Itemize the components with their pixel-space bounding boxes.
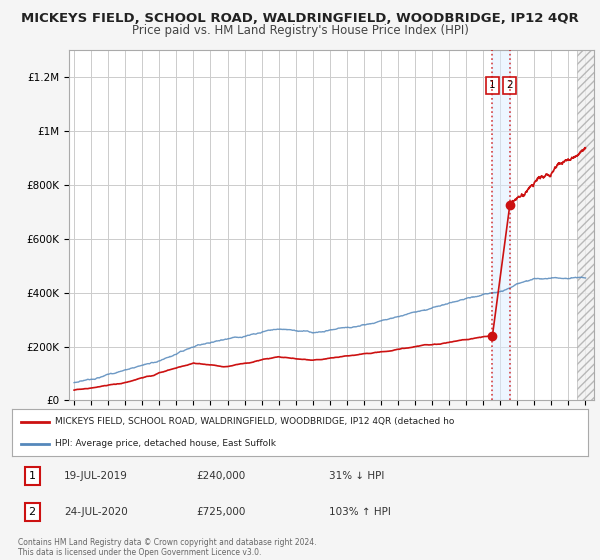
Text: 2: 2 <box>29 507 36 517</box>
Text: £240,000: £240,000 <box>196 471 245 481</box>
Bar <box>493 50 510 400</box>
Text: 2: 2 <box>506 81 513 90</box>
Text: Price paid vs. HM Land Registry's House Price Index (HPI): Price paid vs. HM Land Registry's House … <box>131 24 469 36</box>
Text: 1: 1 <box>489 81 496 90</box>
Text: £725,000: £725,000 <box>196 507 245 517</box>
Text: Contains HM Land Registry data © Crown copyright and database right 2024.
This d: Contains HM Land Registry data © Crown c… <box>18 538 317 557</box>
Text: 19-JUL-2019: 19-JUL-2019 <box>64 471 128 481</box>
Text: 24-JUL-2020: 24-JUL-2020 <box>64 507 128 517</box>
Text: 103% ↑ HPI: 103% ↑ HPI <box>329 507 391 517</box>
Bar <box>577 50 594 400</box>
Text: 31% ↓ HPI: 31% ↓ HPI <box>329 471 384 481</box>
Text: MICKEYS FIELD, SCHOOL ROAD, WALDRINGFIELD, WOODBRIDGE, IP12 4QR (detached ho: MICKEYS FIELD, SCHOOL ROAD, WALDRINGFIEL… <box>55 417 455 426</box>
Text: HPI: Average price, detached house, East Suffolk: HPI: Average price, detached house, East… <box>55 439 276 448</box>
Text: MICKEYS FIELD, SCHOOL ROAD, WALDRINGFIELD, WOODBRIDGE, IP12 4QR: MICKEYS FIELD, SCHOOL ROAD, WALDRINGFIEL… <box>21 12 579 25</box>
Text: 1: 1 <box>29 471 35 481</box>
